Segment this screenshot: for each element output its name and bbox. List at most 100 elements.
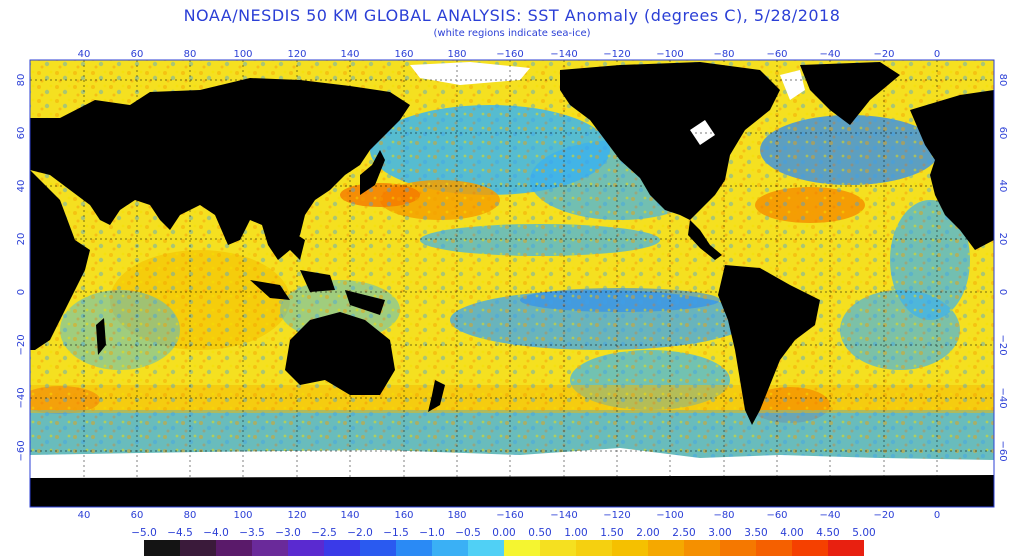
colorbar-label: 0.50 bbox=[528, 527, 551, 539]
lon-label-top: 40 bbox=[78, 49, 91, 60]
lon-label-bottom: 120 bbox=[287, 510, 306, 521]
lon-label-top: −20 bbox=[873, 49, 894, 60]
lon-label-bottom: 60 bbox=[131, 510, 144, 521]
lon-label-top: 120 bbox=[287, 49, 306, 60]
lat-label-right: 0 bbox=[997, 289, 1008, 295]
colorbar-swatch bbox=[288, 540, 324, 556]
lon-label-bottom: 140 bbox=[340, 510, 359, 521]
map-subtitle: (white regions indicate sea-ice) bbox=[433, 28, 591, 39]
colorbar-label: 5.00 bbox=[852, 527, 875, 539]
lat-labels-left: 80 60 40 20 0 −20 −40 −60 bbox=[16, 74, 27, 462]
lat-label-right: 20 bbox=[997, 233, 1008, 246]
lon-labels-bottom: 40 60 80 100 120 140 160 180 −160 −140 −… bbox=[78, 510, 941, 521]
lon-label-bottom: −80 bbox=[713, 510, 734, 521]
colorbar-label: 1.50 bbox=[600, 527, 623, 539]
lon-label-bottom: 180 bbox=[447, 510, 466, 521]
colorbar-swatch bbox=[648, 540, 684, 556]
lon-label-bottom: 100 bbox=[233, 510, 252, 521]
colorbar-swatch bbox=[396, 540, 432, 556]
colorbar-label: −5.0 bbox=[131, 527, 157, 539]
colorbar-swatch bbox=[828, 540, 864, 556]
lon-label-top: 180 bbox=[447, 49, 466, 60]
lat-label-left: −40 bbox=[16, 387, 27, 408]
lon-label-top: −80 bbox=[713, 49, 734, 60]
lon-label-bottom: −120 bbox=[603, 510, 630, 521]
lat-label-right: −40 bbox=[997, 387, 1008, 408]
lon-label-bottom: −100 bbox=[656, 510, 683, 521]
colorbar-label: 2.00 bbox=[636, 527, 659, 539]
colorbar: −5.0 −4.5 −4.0 −3.5 −3.0 −2.5 −2.0 −1.5 … bbox=[131, 527, 876, 556]
lon-label-bottom: −60 bbox=[766, 510, 787, 521]
lat-labels-right: 80 60 40 20 0 −20 −40 −60 bbox=[997, 74, 1008, 462]
map-title: NOAA/NESDIS 50 KM GLOBAL ANALYSIS: SST A… bbox=[183, 6, 841, 25]
colorbar-label: 2.50 bbox=[672, 527, 695, 539]
lat-label-right: 60 bbox=[997, 127, 1008, 140]
graticule bbox=[30, 60, 994, 507]
colorbar-label: 4.00 bbox=[780, 527, 803, 539]
map-content bbox=[30, 60, 994, 507]
colorbar-label: −4.5 bbox=[167, 527, 193, 539]
colorbar-swatch bbox=[684, 540, 720, 556]
colorbar-label: 0.00 bbox=[492, 527, 515, 539]
lon-label-bottom: 40 bbox=[78, 510, 91, 521]
lon-label-top: −100 bbox=[656, 49, 683, 60]
colorbar-swatch bbox=[468, 540, 504, 556]
lat-label-left: 20 bbox=[16, 233, 27, 246]
lat-label-right: −20 bbox=[997, 334, 1008, 355]
colorbar-swatch bbox=[216, 540, 252, 556]
colorbar-label: −2.5 bbox=[311, 527, 337, 539]
lon-label-top: −60 bbox=[766, 49, 787, 60]
colorbar-label: 3.50 bbox=[744, 527, 767, 539]
lon-label-top: 100 bbox=[233, 49, 252, 60]
lon-label-top: −40 bbox=[819, 49, 840, 60]
lon-label-bottom: 80 bbox=[184, 510, 197, 521]
lon-label-top: 80 bbox=[184, 49, 197, 60]
colorbar-swatch bbox=[504, 540, 540, 556]
sea-ice bbox=[30, 62, 994, 478]
lon-label-top: 60 bbox=[131, 49, 144, 60]
colorbar-swatch bbox=[180, 540, 216, 556]
colorbar-label: −1.5 bbox=[383, 527, 409, 539]
lon-label-bottom: 160 bbox=[394, 510, 413, 521]
lat-label-left: −60 bbox=[16, 440, 27, 461]
lat-label-left: 40 bbox=[16, 180, 27, 193]
lon-label-bottom: −160 bbox=[496, 510, 523, 521]
colorbar-label: −3.0 bbox=[275, 527, 301, 539]
colorbar-label: 4.50 bbox=[816, 527, 839, 539]
colorbar-swatch bbox=[720, 540, 756, 556]
lon-label-top: −160 bbox=[496, 49, 523, 60]
colorbar-swatch bbox=[432, 540, 468, 556]
colorbar-swatch bbox=[612, 540, 648, 556]
lon-label-bottom: −40 bbox=[819, 510, 840, 521]
colorbar-swatches bbox=[144, 540, 864, 556]
colorbar-swatch bbox=[252, 540, 288, 556]
lon-label-top: 140 bbox=[340, 49, 359, 60]
lat-label-left: −20 bbox=[16, 334, 27, 355]
lon-label-top: −120 bbox=[603, 49, 630, 60]
colorbar-labels: −5.0 −4.5 −4.0 −3.5 −3.0 −2.5 −2.0 −1.5 … bbox=[131, 527, 875, 539]
colorbar-swatch bbox=[756, 540, 792, 556]
colorbar-label: −3.5 bbox=[239, 527, 265, 539]
lon-label-top: 0 bbox=[934, 49, 940, 60]
lat-label-right: −60 bbox=[997, 440, 1008, 461]
colorbar-label: −4.0 bbox=[203, 527, 229, 539]
colorbar-label: −1.0 bbox=[419, 527, 445, 539]
colorbar-swatch bbox=[576, 540, 612, 556]
colorbar-swatch bbox=[144, 540, 180, 556]
colorbar-label: 3.00 bbox=[708, 527, 731, 539]
map-frame bbox=[29, 59, 995, 508]
colorbar-label: −0.5 bbox=[455, 527, 481, 539]
lon-label-bottom: −20 bbox=[873, 510, 894, 521]
lon-label-top: 160 bbox=[394, 49, 413, 60]
colorbar-swatch bbox=[360, 540, 396, 556]
lon-label-bottom: 0 bbox=[934, 510, 940, 521]
lon-labels-top: 40 60 80 100 120 140 160 180 −160 −140 −… bbox=[78, 49, 941, 60]
colorbar-label: 1.00 bbox=[564, 527, 587, 539]
colorbar-swatch bbox=[792, 540, 828, 556]
colorbar-label: −2.0 bbox=[347, 527, 373, 539]
lat-label-right: 40 bbox=[997, 180, 1008, 193]
lat-label-left: 80 bbox=[16, 74, 27, 87]
lat-label-left: 60 bbox=[16, 127, 27, 140]
lon-label-top: −140 bbox=[550, 49, 577, 60]
